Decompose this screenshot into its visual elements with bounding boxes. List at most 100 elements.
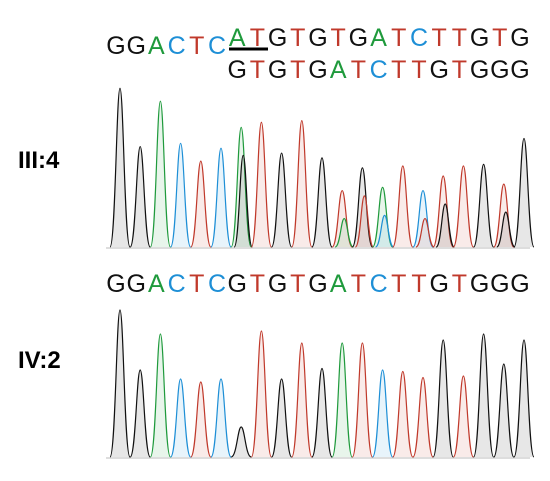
base-letter: G — [510, 56, 529, 84]
base-letter: G — [470, 56, 489, 84]
trace-peak — [435, 203, 455, 248]
trace-peak — [149, 333, 171, 458]
trace-peak — [372, 369, 394, 458]
trace-peak — [311, 157, 333, 248]
trace-peak — [473, 333, 495, 458]
base-letter: G — [429, 270, 448, 298]
trace-peak — [452, 375, 474, 458]
trace-peak — [496, 211, 516, 248]
base-letter: C — [370, 56, 388, 84]
base-letter: T — [250, 24, 265, 52]
trace-peak — [351, 342, 373, 458]
base-letter: A — [148, 32, 165, 60]
trace-peak — [493, 363, 515, 458]
base-letter: T — [290, 56, 305, 84]
base-letter: T — [351, 56, 366, 84]
trace-peak — [513, 339, 535, 458]
trace-peak — [291, 342, 313, 458]
trace-peak — [250, 330, 272, 458]
base-letter: T — [250, 56, 265, 84]
trace-peak — [170, 142, 192, 248]
base-letter: T — [189, 270, 204, 298]
trace-peak — [230, 126, 252, 248]
trace-peak — [190, 381, 212, 458]
trace-peak — [129, 369, 151, 458]
trace-peak — [513, 137, 535, 248]
trace-peak — [432, 339, 454, 458]
base-letter: C — [370, 270, 388, 298]
base-letter: T — [331, 24, 346, 52]
base-letter: T — [452, 24, 467, 52]
trace-peak — [210, 147, 232, 248]
trace-peak — [129, 145, 151, 248]
base-letter: A — [370, 24, 387, 52]
trace-peak — [109, 87, 131, 248]
trace-peak — [250, 121, 272, 248]
base-letter: G — [490, 56, 509, 84]
base-letter: G — [308, 24, 327, 52]
base-letter: G — [470, 24, 489, 52]
trace-peak — [190, 160, 212, 248]
base-letter: G — [126, 270, 145, 298]
base-letter: T — [351, 270, 366, 298]
trace-peak — [354, 195, 374, 248]
trace-peak — [291, 120, 313, 248]
trace-peak — [149, 100, 171, 248]
trace-peak — [375, 214, 395, 248]
trace-peak — [170, 378, 192, 458]
base-letter: A — [229, 24, 246, 52]
base-letter: C — [168, 270, 186, 298]
base-letter: G — [106, 32, 125, 60]
base-letter: A — [148, 270, 165, 298]
base-letter: T — [492, 24, 507, 52]
trace-peak — [271, 378, 293, 458]
base-letter: G — [308, 56, 327, 84]
base-letter: T — [411, 270, 426, 298]
trace-peak — [452, 165, 474, 248]
base-letter: G — [470, 270, 489, 298]
trace-peak — [230, 426, 252, 458]
base-letter: C — [410, 24, 428, 52]
base-letter: T — [452, 270, 467, 298]
trace-peak — [415, 217, 435, 248]
base-letter: G — [308, 270, 327, 298]
trace-peak — [392, 165, 414, 248]
base-letter: G — [429, 56, 448, 84]
base-letter: T — [432, 24, 447, 52]
trace-peak — [311, 367, 333, 458]
base-letter: T — [391, 24, 406, 52]
base-letter: T — [411, 56, 426, 84]
trace-peak — [233, 154, 253, 248]
base-letter: A — [330, 270, 347, 298]
base-letter: G — [227, 56, 246, 84]
base-letter: T — [290, 270, 305, 298]
base-letter: C — [208, 270, 226, 298]
panel-label: III:4 — [18, 147, 60, 174]
base-letter: T — [250, 270, 265, 298]
base-letter: G — [268, 270, 287, 298]
base-letter: T — [290, 24, 305, 52]
panel-label: IV:2 — [18, 347, 61, 374]
base-letter: T — [391, 56, 406, 84]
trace-peak — [210, 378, 232, 458]
base-letter: G — [106, 270, 125, 298]
base-letter: T — [452, 56, 467, 84]
base-letter: G — [268, 56, 287, 84]
trace-peak — [392, 370, 414, 458]
base-letter: G — [126, 32, 145, 60]
base-letter: G — [268, 24, 287, 52]
base-letter: G — [510, 24, 529, 52]
base-letter: C — [208, 32, 226, 60]
base-letter: G — [490, 270, 509, 298]
base-letter: T — [391, 270, 406, 298]
base-letter: G — [227, 270, 246, 298]
base-letter: G — [510, 270, 529, 298]
trace-peak — [331, 342, 353, 458]
base-letter: T — [189, 32, 204, 60]
base-letter: G — [349, 24, 368, 52]
trace-peak — [412, 376, 434, 458]
trace-peak — [109, 309, 131, 458]
trace-peak — [473, 163, 495, 248]
trace-peak — [334, 217, 354, 248]
